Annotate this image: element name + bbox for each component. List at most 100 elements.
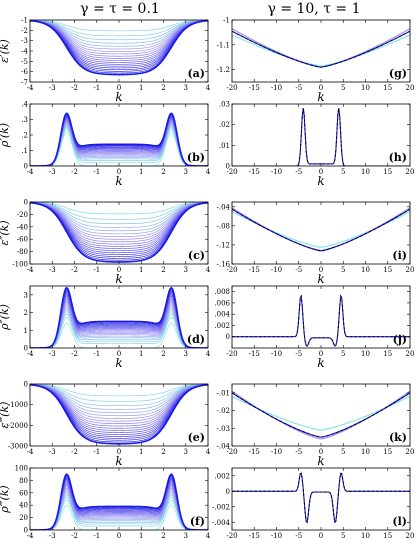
plot-area-e bbox=[30, 384, 208, 445]
x-tick-label: 0 bbox=[319, 266, 323, 274]
panel-h: -20 -15 -10 -5 0 5 10 15 20 0 .01 .02 .03 (h) k bbox=[219, 101, 415, 189]
series-d-1 bbox=[30, 322, 208, 348]
series-i-mid bbox=[232, 207, 410, 252]
right-column-title: γ = 10, τ = 1 bbox=[268, 1, 361, 17]
y-axis-label-e: ε‴(k) bbox=[0, 402, 11, 429]
x-tick-label: -4 bbox=[27, 448, 34, 456]
x-tick-label: -2 bbox=[71, 84, 78, 92]
series-f-20 bbox=[30, 473, 208, 530]
y-axis-label-a: ε′(k) bbox=[0, 39, 11, 63]
series-l-light bbox=[232, 473, 410, 523]
y-tick-label: .2 bbox=[21, 132, 28, 140]
x-tick-label: -20 bbox=[226, 532, 237, 539]
x-tick-label: -15 bbox=[249, 448, 260, 456]
series-l-mid bbox=[232, 472, 410, 524]
x-tick-label: 0 bbox=[319, 84, 323, 92]
series-k-mid bbox=[232, 390, 410, 440]
x-tick-label: 0 bbox=[319, 168, 323, 176]
x-axis-label-e: k bbox=[115, 454, 122, 468]
series-i-light bbox=[232, 211, 410, 248]
series-a-2 bbox=[30, 20, 208, 32]
series-c-10 bbox=[30, 202, 208, 243]
y-tick-label: -100 bbox=[12, 261, 28, 269]
x-tick-label: -4 bbox=[27, 266, 34, 274]
y-tick-label: 3 bbox=[24, 291, 28, 299]
x-tick-label: -2 bbox=[71, 350, 78, 358]
x-tick-label: -2 bbox=[71, 266, 78, 274]
y-tick-label: -3 bbox=[21, 37, 28, 45]
y-tick-label: -.16 bbox=[217, 261, 231, 269]
x-tick-label: 3 bbox=[184, 350, 188, 358]
series-e-8 bbox=[30, 384, 208, 419]
x-tick-label: 0 bbox=[319, 532, 323, 539]
x-tick-label: 15 bbox=[383, 448, 392, 456]
x-tick-label: 20 bbox=[406, 448, 415, 456]
panel-e: -4 -3 -2 -1 0 1 2 3 4 0 -1000 -2000 -3000 (e) k ε‴(k) bbox=[0, 381, 211, 469]
x-axis-label-a: k bbox=[115, 90, 122, 104]
x-tick-label: -3 bbox=[49, 448, 56, 456]
x-tick-label: 1 bbox=[139, 350, 143, 358]
y-tick-label: 0 bbox=[24, 527, 28, 535]
panel-label-a: (a) bbox=[187, 67, 205, 80]
y-tick-label: -4 bbox=[21, 48, 28, 56]
series-c-4 bbox=[30, 202, 208, 225]
y-tick-label: -2000 bbox=[8, 422, 28, 430]
series-j-mid bbox=[232, 294, 410, 347]
y-axis-label-f: ρ‴(k) bbox=[0, 485, 11, 513]
series-j-dashed bbox=[232, 294, 410, 347]
series-e-13 bbox=[30, 384, 208, 431]
y-axis-label-b: ρ′(k) bbox=[0, 123, 11, 148]
x-tick-label: -5 bbox=[295, 532, 302, 539]
y-tick-label: -.08 bbox=[217, 222, 231, 230]
series-a-12 bbox=[30, 20, 208, 61]
panel-a: -4 -3 -2 -1 0 1 2 3 4 -1 -2 -3 -4 -5 -6 -7 (a) k ε′(k) bbox=[0, 17, 211, 105]
y-tick-label: -.02 bbox=[217, 407, 231, 415]
x-tick-label: 10 bbox=[361, 266, 370, 274]
y-tick-label: -.004 bbox=[212, 519, 230, 527]
y-tick-label: -.12 bbox=[217, 241, 231, 249]
series-c-3 bbox=[30, 202, 208, 220]
series-l-dashed bbox=[232, 472, 410, 524]
x-tick-label: 2 bbox=[161, 350, 165, 358]
series-e-7 bbox=[30, 384, 208, 417]
y-tick-label: .01 bbox=[219, 142, 230, 150]
x-tick-label: 3 bbox=[184, 168, 188, 176]
x-tick-label: -15 bbox=[249, 84, 260, 92]
series-k-dark bbox=[232, 392, 410, 438]
y-tick-label: .008 bbox=[214, 288, 230, 296]
x-tick-label: 10 bbox=[361, 532, 370, 539]
x-tick-label: -20 bbox=[226, 84, 237, 92]
y-tick-label: .03 bbox=[219, 101, 230, 109]
x-tick-label: 3 bbox=[184, 448, 188, 456]
y-tick-label: 80 bbox=[19, 477, 28, 485]
plot-area-f bbox=[30, 473, 208, 530]
x-tick-label: -15 bbox=[249, 266, 260, 274]
panel-i: -20 -15 -10 -5 0 5 10 15 20 -.04 -.08 -.12 -.16 (i) k bbox=[217, 201, 414, 286]
y-tick-label: .002 bbox=[214, 472, 230, 480]
x-tick-label: 1 bbox=[139, 168, 143, 176]
x-tick-label: 0 bbox=[117, 350, 121, 358]
series-b-20 bbox=[30, 112, 208, 166]
x-tick-label: 2 bbox=[161, 266, 165, 274]
y-tick-label: -6 bbox=[21, 68, 28, 76]
series-a-4 bbox=[30, 20, 208, 41]
x-tick-label: 3 bbox=[184, 266, 188, 274]
x-tick-label: -10 bbox=[271, 84, 282, 92]
y-tick-label: 0 bbox=[24, 345, 28, 353]
y-tick-label: 20 bbox=[19, 514, 28, 522]
plot-area-a bbox=[30, 20, 208, 76]
series-a-8 bbox=[30, 20, 208, 52]
series-a-13 bbox=[30, 20, 208, 63]
x-tick-label: -1 bbox=[93, 532, 100, 539]
y-tick-label: 0 bbox=[24, 163, 28, 171]
x-tick-label: -10 bbox=[271, 266, 282, 274]
x-tick-label: 15 bbox=[383, 266, 392, 274]
series-l-dark bbox=[232, 472, 410, 524]
x-tick-label: 5 bbox=[341, 266, 345, 274]
y-tick-label: 0 bbox=[24, 199, 28, 207]
x-tick-label: -10 bbox=[271, 532, 282, 539]
y-tick-label: .3 bbox=[21, 116, 28, 124]
x-tick-label: -5 bbox=[295, 266, 302, 274]
series-e-15 bbox=[30, 384, 208, 435]
series-c-7 bbox=[30, 202, 208, 235]
